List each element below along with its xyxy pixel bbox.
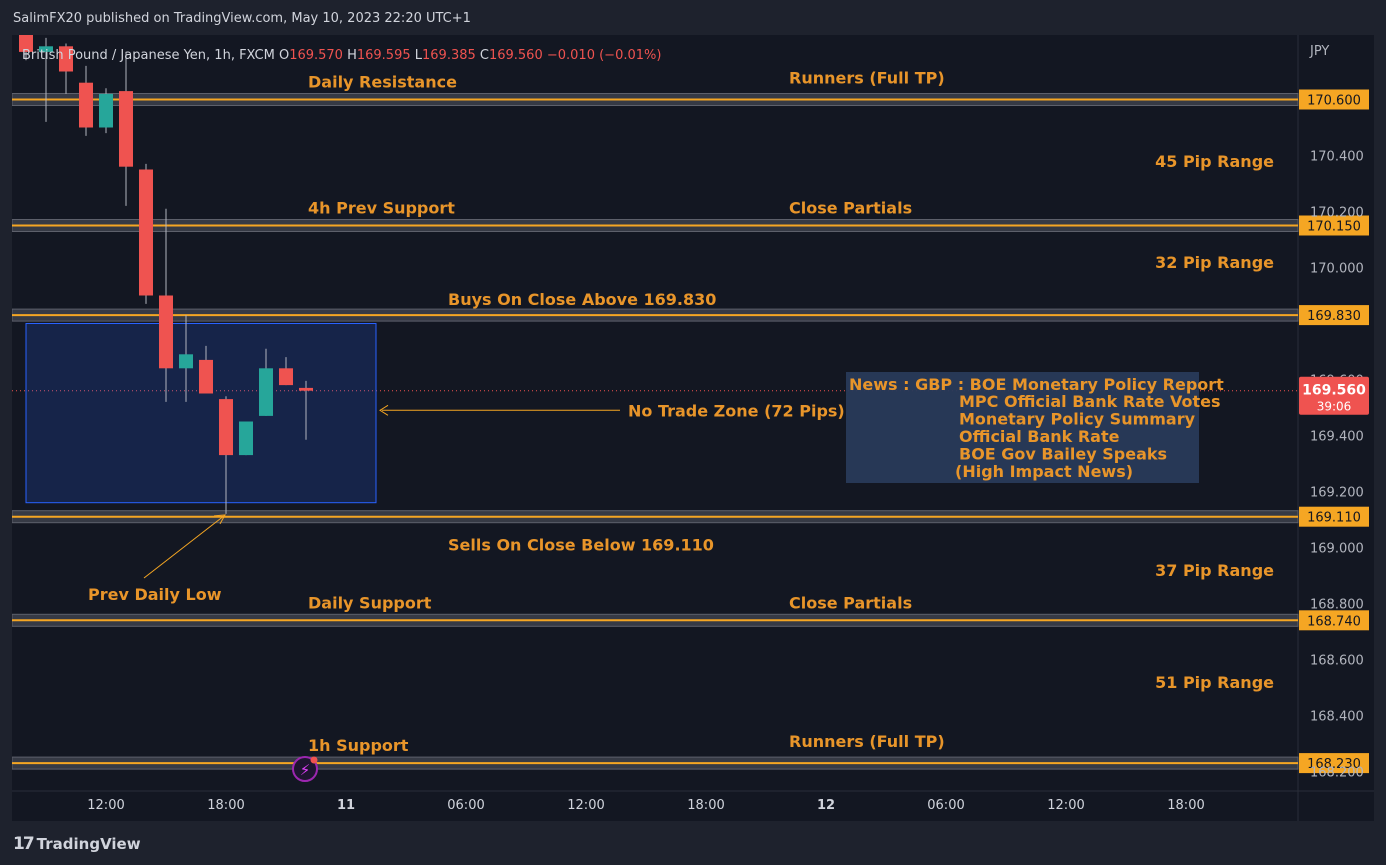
level-price-tag xyxy=(1299,753,1369,774)
news-item: Monetary Policy Summary xyxy=(959,410,1196,429)
price-tick-label: 170.200 xyxy=(1310,206,1364,221)
tradingview-logo-text: TradingView xyxy=(36,835,141,853)
price-tick-label: 169.400 xyxy=(1310,430,1364,445)
countdown-label: 39:06 xyxy=(1317,400,1352,414)
candle-body xyxy=(59,46,73,72)
price-tick-label: 169.200 xyxy=(1310,486,1364,501)
news-item: BOE Gov Bailey Speaks xyxy=(959,445,1167,464)
time-tick-label: 12 xyxy=(817,798,835,813)
level-right-note: Runners (Full TP) xyxy=(789,732,945,751)
level-center-note: Sells On Close Below 169.110 xyxy=(448,536,714,555)
level-price-label: 169.110 xyxy=(1307,511,1361,526)
news-item: Official Bank Rate xyxy=(959,427,1120,446)
candle-body xyxy=(219,399,233,456)
tradingview-logo-icon: 17 xyxy=(13,834,35,854)
tradingview-logo[interactable]: 17 TradingView xyxy=(13,834,141,854)
candlestick-chart[interactable]: 170.600 170.150 169.830 169.110 168.740 168.2… xyxy=(12,35,1374,821)
level-center-note: Buys On Close Above 169.830 xyxy=(448,290,716,309)
last-price-tag xyxy=(1299,376,1369,415)
candle-body xyxy=(179,354,193,369)
price-tick-label: 168.800 xyxy=(1310,598,1364,613)
candle-body xyxy=(299,387,313,391)
candle-body xyxy=(139,169,153,296)
price-tick-label: 168.400 xyxy=(1310,710,1364,725)
time-tick-label: 18:00 xyxy=(207,798,244,813)
ohlc-part: L xyxy=(415,48,423,63)
candle-body xyxy=(99,93,113,128)
level-right-note: Close Partials xyxy=(789,593,912,612)
news-item: MPC Official Bank Rate Votes xyxy=(959,392,1221,411)
pip-range-label: 37 Pip Range xyxy=(1155,561,1274,580)
ohlc-part: 169.570 xyxy=(289,48,347,63)
last-price-label: 169.560 xyxy=(1302,383,1366,399)
candle-body xyxy=(239,421,253,456)
candle-body xyxy=(39,46,53,52)
time-tick-label: 12:00 xyxy=(567,798,604,813)
chart-area[interactable]: 170.600 170.150 169.830 169.110 168.740 168.2… xyxy=(12,35,1374,821)
event-marker-dot xyxy=(310,756,318,764)
level-price-tag xyxy=(1299,89,1369,110)
price-tick-label: 168.200 xyxy=(1310,766,1364,781)
no-trade-zone-label: No Trade Zone (72 Pips) xyxy=(628,401,845,420)
price-tick-label: 170.000 xyxy=(1310,262,1364,277)
ohlc-part: 169.385 xyxy=(422,48,480,63)
time-tick-label: 12:00 xyxy=(87,798,124,813)
level-left-note: Daily Support xyxy=(308,593,432,612)
level-right-note: Close Partials xyxy=(789,199,912,218)
level-left-note: 4h Prev Support xyxy=(308,199,455,218)
no-trade-zone-box xyxy=(25,323,377,504)
news-title: News : GBP : BOE Monetary Policy Report xyxy=(849,375,1224,394)
ohlc-part: 169.560 xyxy=(489,48,547,63)
time-tick-label: 18:00 xyxy=(687,798,724,813)
level-right-note: Runners (Full TP) xyxy=(789,69,945,88)
level-price-label: 168.230 xyxy=(1307,757,1361,772)
level-price-tag xyxy=(1299,305,1369,326)
publisher-line: SalimFX20 published on TradingView.com, … xyxy=(13,11,471,26)
prev-daily-low-arrow xyxy=(143,515,225,579)
no-trade-zone-arrowhead xyxy=(379,404,389,416)
time-tick-label: 18:00 xyxy=(1167,798,1204,813)
ohlc-part: O xyxy=(279,48,289,63)
ohlc-part: H xyxy=(347,48,357,63)
news-item: (High Impact News) xyxy=(955,462,1133,481)
level-price-tag xyxy=(1299,610,1369,631)
time-tick-label: 12:00 xyxy=(1047,798,1084,813)
time-tick-label: 06:00 xyxy=(927,798,964,813)
pip-range-label: 32 Pip Range xyxy=(1155,253,1274,272)
ohlc-part: −0.010 (−0.01%) xyxy=(547,48,662,63)
level-price-label: 168.740 xyxy=(1307,614,1361,629)
price-tick-label: 169.000 xyxy=(1310,542,1364,557)
level-price-tag xyxy=(1299,506,1369,527)
candle-body xyxy=(199,359,213,394)
candle-body xyxy=(119,91,133,167)
event-marker-icon xyxy=(292,756,318,782)
price-tick-label: 168.600 xyxy=(1310,654,1364,669)
pip-range-label: 51 Pip Range xyxy=(1155,673,1274,692)
level-price-tag xyxy=(1299,215,1369,236)
ohlc-part: 169.595 xyxy=(357,48,415,63)
price-tick-label: 170.400 xyxy=(1310,150,1364,165)
time-tick-label: 06:00 xyxy=(447,798,484,813)
level-price-label: 170.150 xyxy=(1307,220,1361,235)
level-price-label: 170.600 xyxy=(1307,94,1361,109)
candle-body xyxy=(279,368,293,386)
candle-body xyxy=(19,35,33,52)
time-tick-label: 11 xyxy=(337,798,355,813)
news-box xyxy=(846,372,1199,483)
candle-body xyxy=(79,82,93,128)
pip-range-label: 45 Pip Range xyxy=(1155,152,1274,171)
candle-body xyxy=(259,368,273,416)
prev-daily-low-arrowhead xyxy=(213,514,226,525)
level-left-note: Daily Resistance xyxy=(308,73,457,92)
level-price-label: 169.830 xyxy=(1307,309,1361,324)
currency-label: JPY xyxy=(1309,44,1329,59)
symbol-header: British Pound / Japanese Yen, 1h, FXCM O… xyxy=(22,48,661,63)
prev-daily-low-label: Prev Daily Low xyxy=(88,585,222,604)
lightning-icon: ⚡ xyxy=(300,761,311,779)
level-left-note: 1h Support xyxy=(308,736,409,755)
ohlc-part: C xyxy=(480,48,489,63)
ohlc-part: British Pound / Japanese Yen, 1h, FXCM xyxy=(22,48,279,63)
candle-body xyxy=(159,295,173,369)
